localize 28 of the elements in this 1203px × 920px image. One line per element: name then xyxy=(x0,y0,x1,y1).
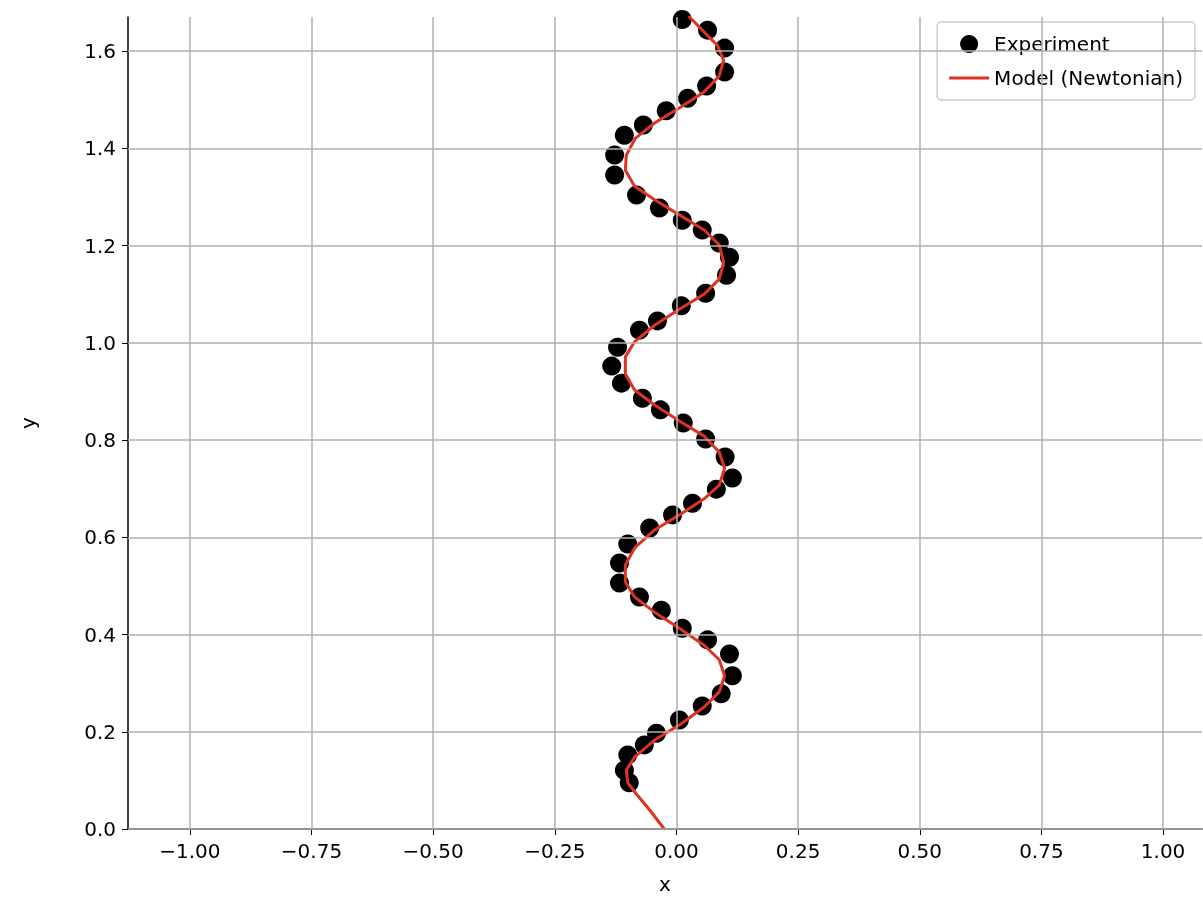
y-tick-label: 0.4 xyxy=(84,622,116,647)
y-tick-label: 0.8 xyxy=(84,428,116,453)
x-tick-label: −0.25 xyxy=(524,839,586,863)
legend-label: Experiment xyxy=(994,32,1110,56)
x-tick-label: 0.50 xyxy=(897,839,943,863)
y-tick-label: 0.0 xyxy=(84,817,116,841)
legend-label: Model (Newtonian) xyxy=(994,66,1184,90)
y-axis-title: y xyxy=(16,416,40,429)
x-tick-label: 0.00 xyxy=(654,839,699,863)
point xyxy=(602,356,622,376)
y-tick-label: 1.4 xyxy=(84,136,116,161)
x-tick-label: 0.75 xyxy=(1019,839,1064,863)
point xyxy=(722,468,742,488)
point xyxy=(614,125,634,145)
point xyxy=(605,165,625,185)
x-tick-label: −0.75 xyxy=(280,839,343,863)
y-tick-label: 1.2 xyxy=(84,233,116,258)
x-tick-label: 0.25 xyxy=(775,839,821,863)
y-tick-label: 0.6 xyxy=(84,525,116,550)
x-tick-label: −0.50 xyxy=(402,839,464,863)
x-axis-title: x xyxy=(659,872,672,896)
y-tick-label: 1.0 xyxy=(84,330,116,355)
x-tick-label: −1.00 xyxy=(159,839,221,863)
point xyxy=(722,666,742,686)
y-tick-label: 1.6 xyxy=(84,39,116,64)
point xyxy=(720,644,739,664)
y-tick-label: 0.2 xyxy=(84,719,116,744)
x-tick-label: 1.00 xyxy=(1140,839,1186,863)
